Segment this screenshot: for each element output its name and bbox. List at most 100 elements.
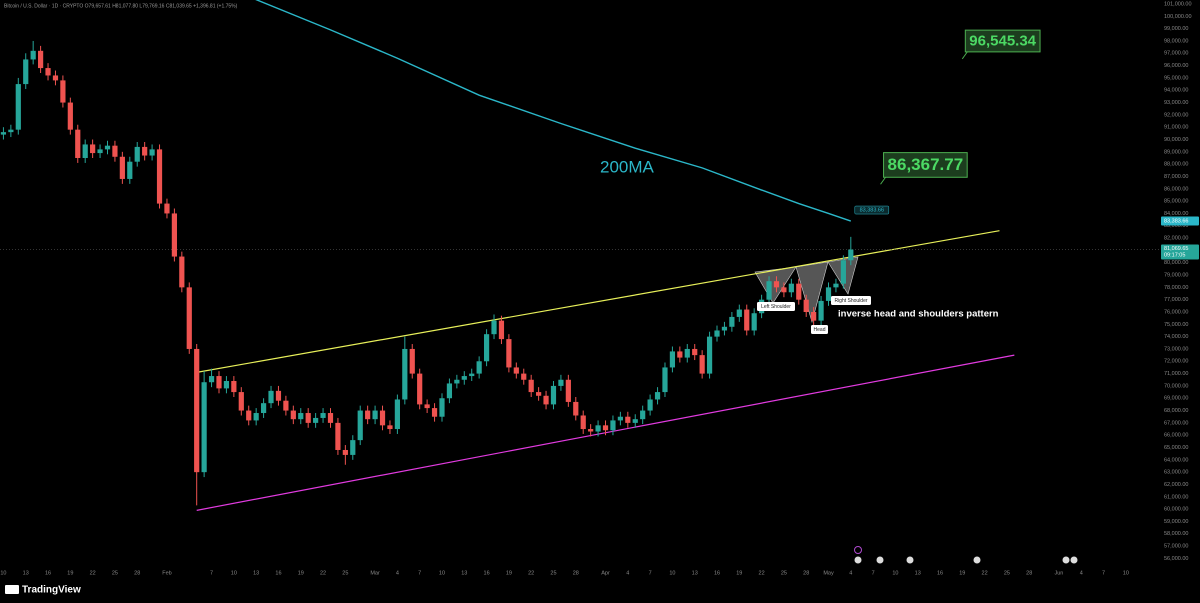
event-icon xyxy=(1070,556,1078,564)
candle-body xyxy=(8,129,14,133)
x-tick-label: 10 xyxy=(892,570,898,576)
candle-body xyxy=(119,156,125,179)
x-tick-label: 16 xyxy=(275,570,281,576)
candle-body xyxy=(640,410,646,420)
y-tick-label: 88,000.00 xyxy=(1164,162,1188,168)
candle-body xyxy=(268,390,274,404)
candle-body xyxy=(536,392,542,396)
y-tick-label: 93,000.00 xyxy=(1164,100,1188,106)
label-box xyxy=(831,296,871,305)
y-tick-label: 67,000.00 xyxy=(1164,420,1188,426)
candle-body xyxy=(104,145,111,150)
x-tick-label: 7 xyxy=(1102,570,1105,576)
candle-body xyxy=(580,415,586,430)
candle-body xyxy=(469,373,475,377)
candle-body xyxy=(283,400,289,411)
x-tick-label: 7 xyxy=(649,570,652,576)
candle-body xyxy=(156,149,163,204)
candle-body xyxy=(721,326,728,331)
y-tick-label: 68,000.00 xyxy=(1164,408,1188,414)
x-tick-label: 13 xyxy=(915,570,921,576)
ma-value-box xyxy=(854,205,890,215)
candle-body xyxy=(320,413,326,418)
candle-body xyxy=(208,376,215,383)
candle-body xyxy=(164,203,170,214)
x-tick-label: 13 xyxy=(23,570,29,576)
candle-body xyxy=(365,410,371,420)
candle-body xyxy=(387,425,393,430)
candle-body xyxy=(223,380,230,389)
candle-body xyxy=(97,149,103,154)
candle-body xyxy=(796,283,802,300)
candle-body xyxy=(825,287,832,301)
candle-body xyxy=(692,348,698,356)
x-tick-label: 13 xyxy=(461,570,467,576)
y-tick-label: 77,000.00 xyxy=(1164,297,1188,303)
candle-body xyxy=(298,413,304,420)
candle-body xyxy=(654,392,661,400)
x-tick-label: 28 xyxy=(134,570,140,576)
candle-body xyxy=(327,413,334,423)
candle-body xyxy=(617,416,623,421)
y-tick-label: 73,000.00 xyxy=(1164,346,1188,352)
event-icon xyxy=(854,556,862,564)
x-tick-label: 25 xyxy=(781,570,787,576)
candle-body xyxy=(231,380,237,393)
candle-body xyxy=(729,316,735,327)
candle-body xyxy=(90,144,96,154)
y-tick-label: 64,000.00 xyxy=(1164,457,1188,463)
x-tick-label: 13 xyxy=(253,570,259,576)
candle-body xyxy=(350,440,356,455)
candle-body xyxy=(15,84,21,130)
candle-body xyxy=(246,410,252,421)
x-tick-label: 4 xyxy=(626,570,629,576)
candle-body xyxy=(625,416,631,423)
y-tick-label: 74,000.00 xyxy=(1164,334,1188,340)
candle-body xyxy=(357,410,363,441)
y-tick-label: 72,000.00 xyxy=(1164,359,1188,365)
y-tick-label: 70,000.00 xyxy=(1164,383,1188,389)
candle-body xyxy=(498,320,505,340)
x-tick-label: 25 xyxy=(1004,570,1010,576)
y-tick-label: 92,000.00 xyxy=(1164,112,1188,118)
event-icons xyxy=(854,546,1078,564)
candle-body xyxy=(82,144,88,159)
y-tick-label: 100,000.00 xyxy=(1164,14,1192,20)
y-tick-label: 57,000.00 xyxy=(1164,544,1188,550)
candle-body xyxy=(669,351,676,368)
candle-body xyxy=(335,422,341,450)
candle-body xyxy=(402,348,408,400)
candle-body xyxy=(30,50,36,60)
candle-body xyxy=(677,351,683,358)
candle-body xyxy=(699,355,705,374)
y-tick-label: 58,000.00 xyxy=(1164,531,1188,537)
target-pointer xyxy=(880,176,886,185)
y-tick-label: 60,000.00 xyxy=(1164,507,1188,513)
candle-body xyxy=(840,260,846,284)
x-tick-label: 7 xyxy=(210,570,213,576)
target-label: 86,367.77 xyxy=(888,155,964,174)
x-tick-label: 22 xyxy=(759,570,765,576)
y-tick-label: 82,000.00 xyxy=(1164,236,1188,242)
target-pointer xyxy=(961,51,968,60)
candle-body xyxy=(394,399,400,430)
y-tick-label: 98,000.00 xyxy=(1164,38,1188,44)
x-tick-label: 16 xyxy=(937,570,943,576)
y-tick-label: 62,000.00 xyxy=(1164,482,1188,488)
candle-body xyxy=(588,429,594,432)
y-tick-label: 59,000.00 xyxy=(1164,519,1188,525)
candle-body xyxy=(543,395,549,405)
candle-body xyxy=(112,145,118,157)
x-tick-label: 16 xyxy=(484,570,490,576)
y-tick-label: 66,000.00 xyxy=(1164,433,1188,439)
head-shape xyxy=(795,261,829,324)
candle-body xyxy=(238,392,244,411)
countdown: 09:17:05 xyxy=(1164,252,1185,258)
candle-body xyxy=(431,408,438,417)
x-tick-label: 25 xyxy=(112,570,118,576)
candle-body xyxy=(483,334,490,362)
x-tick-label: 19 xyxy=(298,570,304,576)
candle-body xyxy=(260,403,267,414)
